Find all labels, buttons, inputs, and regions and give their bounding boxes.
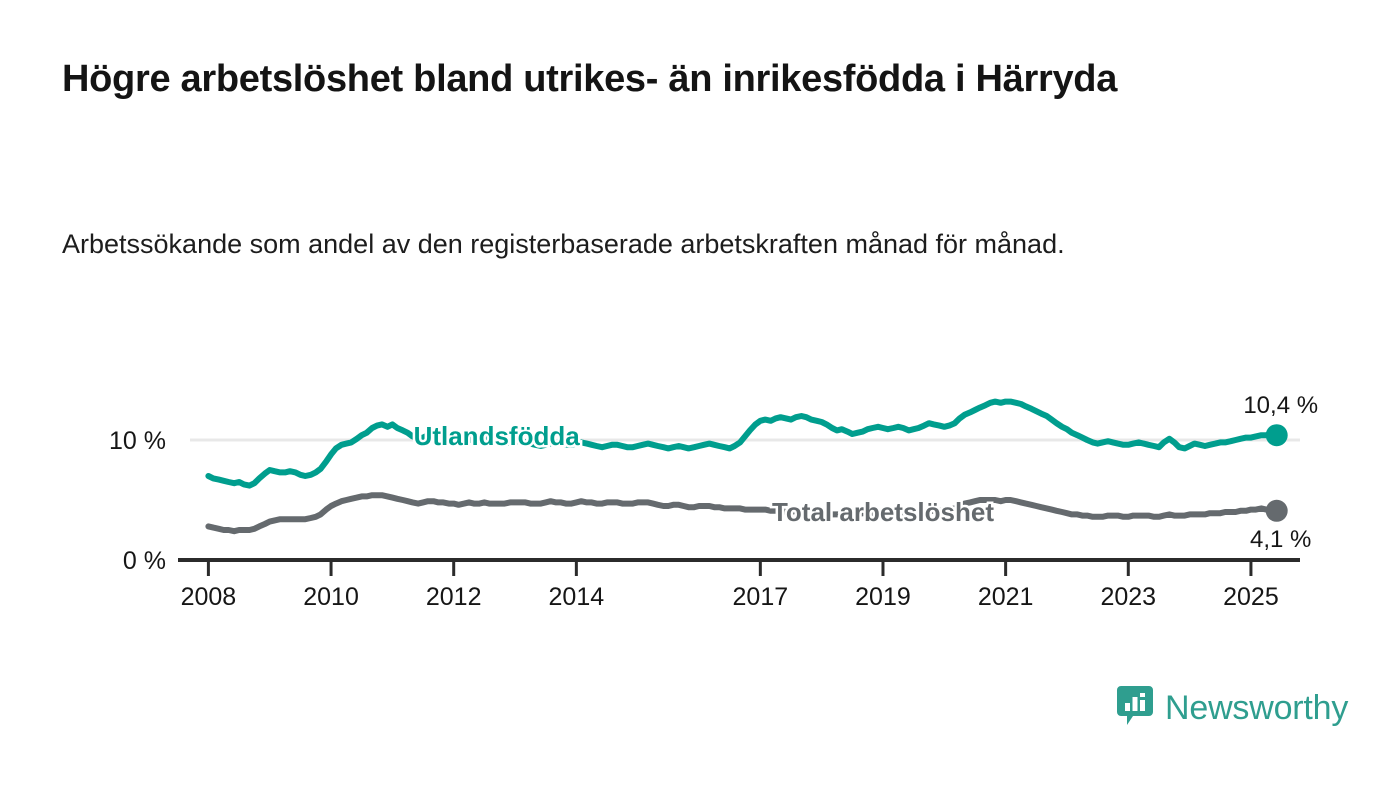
series-endpoint-markers: [1265, 424, 1288, 522]
series-end-value-labels: 10,4 % 4,1 %: [1243, 392, 1318, 553]
x-tick-label-2019: 2019: [855, 583, 911, 611]
series-inline-labels: Utlandsfödda Total arbetslöshet: [411, 418, 997, 529]
bar-chart-bubble-icon: [1117, 686, 1153, 731]
x-tick-label-2017: 2017: [733, 583, 789, 611]
chart-subtitle: Arbetssökande som andel av den registerb…: [62, 229, 1065, 259]
x-tick-label-2008: 2008: [181, 583, 237, 611]
x-tick-label-2025: 2025: [1223, 583, 1279, 611]
newsworthy-logo[interactable]: Newsworthy: [1117, 686, 1348, 731]
end-value-label-0: 10,4 %: [1243, 392, 1318, 419]
y-tick-label-10: 10 %: [109, 427, 166, 455]
y-axis-tick-labels: 0 % 10 %: [109, 427, 166, 575]
x-axis-ticks: [206, 562, 1253, 576]
end-value-label-1: 4,1 %: [1250, 526, 1311, 553]
y-tick-label-0: 0 %: [123, 547, 166, 575]
x-tick-label-2021: 2021: [978, 583, 1034, 611]
logo-wordmark: Newsworthy: [1165, 689, 1349, 727]
series-label-0: Utlandsfödda: [414, 421, 581, 451]
x-tick-label-2014: 2014: [549, 583, 605, 611]
series-line-1: [205, 492, 1280, 535]
series-label-1: Total arbetslöshet: [772, 497, 994, 527]
x-tick-label-2023: 2023: [1100, 583, 1156, 611]
series-line-0: [205, 398, 1280, 489]
series-endpoint-0: [1265, 424, 1288, 447]
x-tick-label-2012: 2012: [426, 583, 482, 611]
series-endpoint-1: [1265, 499, 1288, 522]
x-axis-tick-labels: 2008 2010 2012 2014 2017 2019 2021 2023 2025: [181, 583, 1279, 611]
series-lines: [205, 398, 1280, 535]
x-tick-label-2010: 2010: [303, 583, 359, 611]
page-title: Högre arbetslöshet bland utrikes- än inr…: [62, 58, 1118, 100]
